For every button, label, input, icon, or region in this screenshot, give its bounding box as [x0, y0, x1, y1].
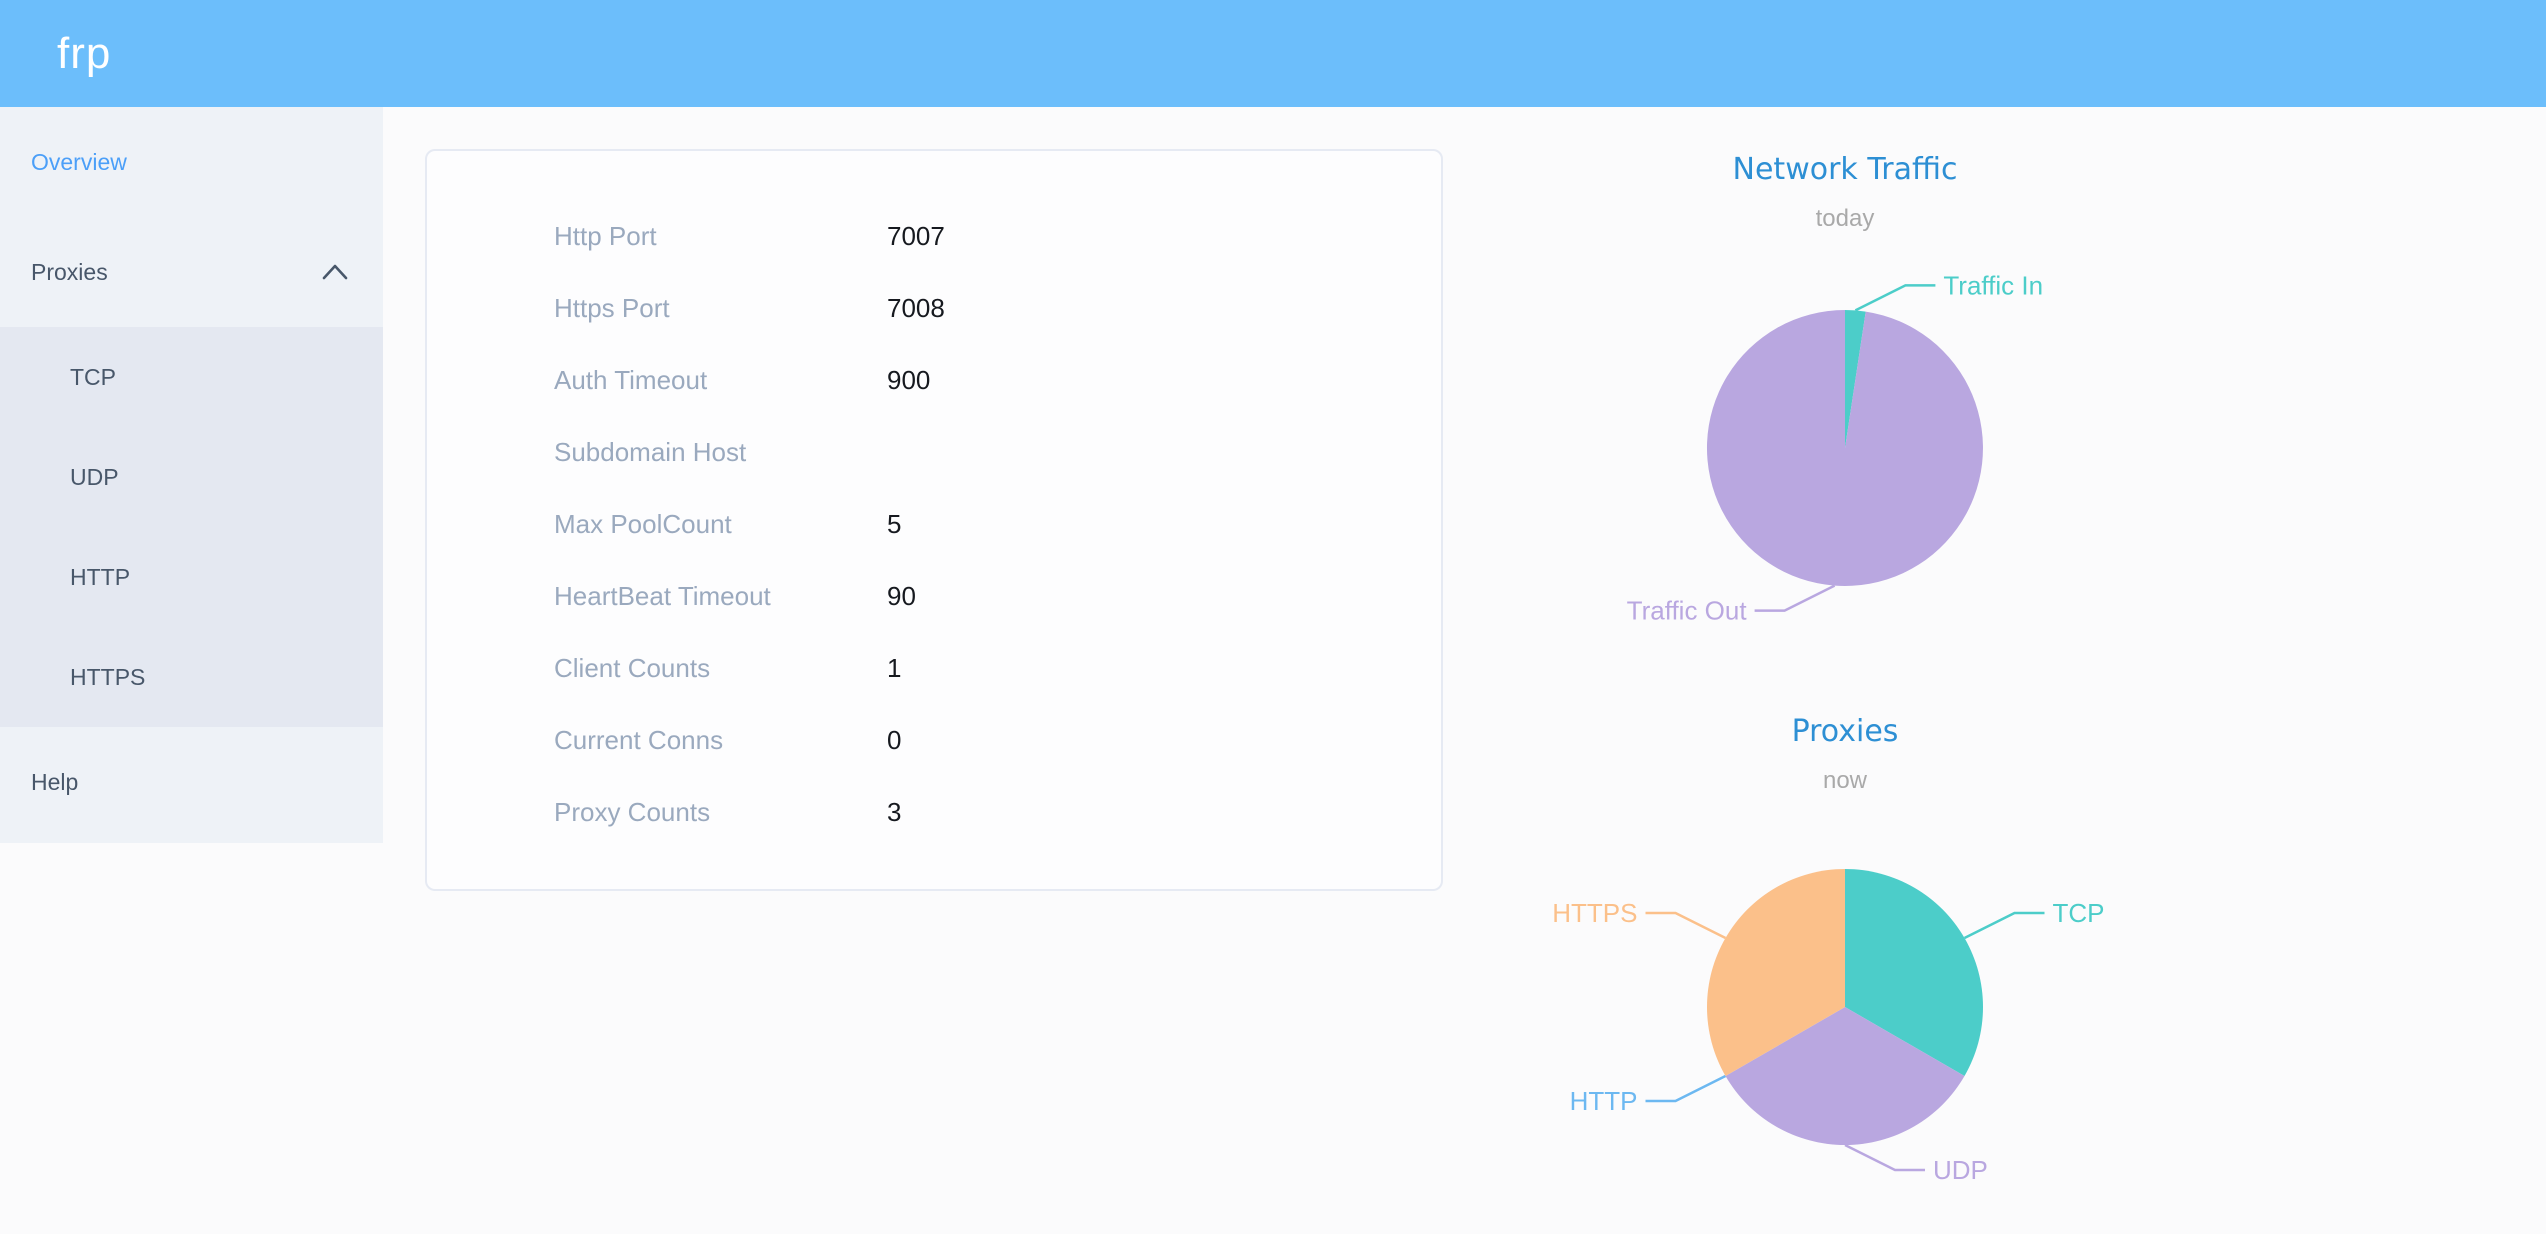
- pie-label-line-traffic-out: [1754, 584, 1836, 612]
- proxies-submenu: TCP UDP HTTP HTTPS: [0, 327, 383, 727]
- app-logo: frp: [57, 28, 112, 78]
- pie-slice-tcp: [1845, 869, 1983, 1076]
- config-row-value: 7008: [887, 292, 945, 323]
- config-row-label: Http Port: [554, 220, 657, 251]
- pie-label-line-traffic-in: [1854, 284, 1936, 312]
- pie-label-line-tcp: [1963, 911, 2045, 940]
- pie-slice-https: [1707, 869, 1845, 1076]
- sidebar-item-https[interactable]: HTTPS: [0, 627, 383, 727]
- config-row: Auth Timeout 900: [427, 344, 1441, 416]
- pie-label-line-https: [1645, 911, 1727, 940]
- pie-label-line-udp: [1844, 1143, 1925, 1172]
- sidebar-item-label: HTTPS: [70, 664, 146, 690]
- config-row-value: 5: [887, 508, 902, 539]
- config-row-label: Max PoolCount: [554, 508, 732, 539]
- pie-label-traffic-out: Traffic Out: [1627, 596, 1748, 626]
- sidebar-item-label: Help: [31, 769, 79, 795]
- config-row-value: 3: [887, 796, 902, 827]
- proxies-subtitle: now: [1822, 767, 1868, 794]
- network-traffic-subtitle: today: [1815, 205, 1875, 232]
- config-row: Client Counts 1: [427, 632, 1441, 704]
- pie-slice-udp: [1725, 1007, 1965, 1145]
- config-row-label: Current Conns: [554, 724, 724, 755]
- pie-slice-traffic-in: [1845, 310, 1866, 448]
- chevron-up-icon[interactable]: [322, 264, 348, 280]
- pie-label-tcp: TCP: [2053, 898, 2105, 928]
- network-traffic-chart-header: Network Traffic today: [1560, 152, 2130, 233]
- sidebar-item-label: TCP: [70, 364, 116, 390]
- pie-label-line-http: [1645, 1074, 1727, 1103]
- sidebar-item-label: Proxies: [31, 259, 108, 285]
- pie-label-traffic-in: Traffic In: [1943, 270, 2043, 300]
- config-row-label: Client Counts: [554, 652, 711, 683]
- config-row: Current Conns 0: [427, 704, 1441, 776]
- pie-label-https: HTTPS: [1552, 898, 1637, 928]
- sidebar-menu: Overview Proxies TCP UDP HTTP HTTPS Help: [0, 107, 383, 843]
- sidebar-item-proxies[interactable]: Proxies: [0, 217, 383, 327]
- pie-slice-traffic-out: [1706, 310, 1983, 586]
- config-row: HeartBeat Timeout 90: [427, 560, 1441, 632]
- pie-label-udp: UDP: [1933, 1155, 1988, 1185]
- config-row-value: 0: [887, 724, 902, 755]
- sidebar-item-tcp[interactable]: TCP: [0, 327, 383, 427]
- sidebar-item-label: HTTP: [70, 564, 131, 590]
- sidebar-item-help[interactable]: Help: [0, 727, 383, 837]
- network-traffic-pie-chart: Traffic In Traffic Out: [1627, 270, 2043, 626]
- pie-label-http: HTTP: [1570, 1086, 1638, 1116]
- proxies-pie-chart: TCP UDP HTTP HTTPS: [1552, 869, 2105, 1185]
- server-config-rows: Http Port 7007 Https Port 7008 Auth Timeout 9…: [427, 200, 1441, 848]
- config-row-label: HeartBeat Timeout: [554, 580, 771, 611]
- sidebar-item-label: UDP: [70, 464, 119, 490]
- config-row-label: Subdomain Host: [554, 436, 747, 467]
- config-row-value: 900: [887, 364, 931, 395]
- sidebar-item-overview[interactable]: Overview: [0, 107, 383, 217]
- config-row: Https Port 7008: [427, 272, 1441, 344]
- config-row: Max PoolCount 5: [427, 488, 1441, 560]
- proxies-chart-header: Proxies now: [1540, 714, 2150, 795]
- config-row-label: Auth Timeout: [554, 364, 708, 395]
- app-header: frp: [0, 0, 2546, 107]
- config-row: Proxy Counts 3: [427, 776, 1441, 848]
- sidebar-item-http[interactable]: HTTP: [0, 527, 383, 627]
- sidebar-item-udp[interactable]: UDP: [0, 427, 383, 527]
- proxies-title: Proxies: [1791, 714, 1899, 749]
- config-row-value: 90: [887, 580, 916, 611]
- config-row: Subdomain Host: [427, 416, 1441, 488]
- network-traffic-title: Network Traffic: [1732, 152, 1958, 187]
- config-row-label: Https Port: [554, 292, 670, 323]
- config-row: Http Port 7007: [427, 200, 1441, 272]
- config-row-value: 1: [887, 652, 902, 683]
- config-row-value: 7007: [887, 220, 945, 251]
- server-config-card: Http Port 7007 Https Port 7008 Auth Timeout 9…: [425, 149, 1443, 891]
- sidebar-item-label: Overview: [31, 149, 127, 175]
- config-row-label: Proxy Counts: [554, 796, 711, 827]
